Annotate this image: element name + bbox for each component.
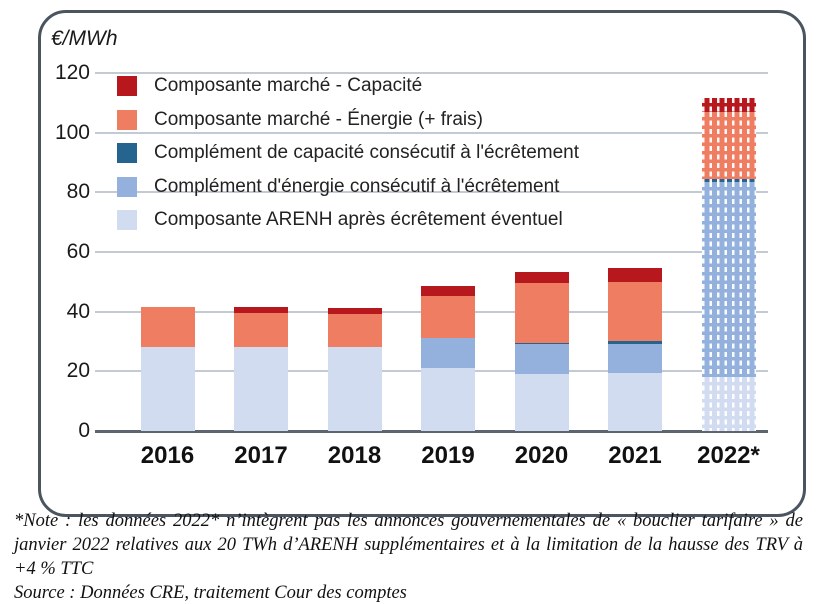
bar-segment-marche-energie xyxy=(421,295,475,338)
bar-2020 xyxy=(514,272,569,431)
legend-item-complement-energie: Complément d'énergie consécutif à l'écrê… xyxy=(117,175,579,197)
bar-segment-marche-energie xyxy=(140,307,195,348)
bar-segment-marche-capacite xyxy=(421,286,475,296)
bar-segment-complement-capacite xyxy=(421,337,475,339)
legend-swatch-marche-capacite xyxy=(117,76,137,96)
legend-item-marche-energie: Composante marché - Énergie (+ frais) xyxy=(117,108,579,130)
legend-label-complement-capacite: Complément de capacité consécutif à l'éc… xyxy=(154,142,580,163)
bar-segment-marche-energie xyxy=(327,313,382,348)
bar-segment-complement-capacite xyxy=(608,340,662,345)
x-axis-line xyxy=(95,429,768,433)
gridline xyxy=(95,251,768,253)
y-tick-label: 40 xyxy=(66,299,90,323)
bar-segment-marche-capacite xyxy=(608,268,662,282)
bar-segment-marche-capacite xyxy=(234,307,288,314)
y-tick-label: 60 xyxy=(66,240,90,263)
gridline xyxy=(95,72,768,74)
bar-2017 xyxy=(234,307,288,431)
x-tick-label: 2021 xyxy=(608,442,662,469)
legend-item-arenh: Composante ARENH après écrêtement éventu… xyxy=(117,209,579,230)
gridline xyxy=(95,131,768,134)
bar-segment-complement-capacite xyxy=(514,343,569,345)
bar-2021 xyxy=(608,268,662,431)
bar-segment-complement-energie xyxy=(608,344,662,373)
bar-segment-marche-capacite xyxy=(327,308,382,314)
bar-2018 xyxy=(327,308,382,431)
x-tick-label: 2018 xyxy=(327,442,382,469)
bar-segment-marche-energie xyxy=(701,111,756,179)
legend-swatch-complement-energie xyxy=(117,176,137,197)
legend-label-arenh: Composante ARENH après écrêtement éventu… xyxy=(154,209,563,230)
y-tick-label: 80 xyxy=(66,180,90,204)
source-text: Source : Données CRE, traitement Cour de… xyxy=(14,583,407,603)
bar-segment-arenh xyxy=(421,368,475,431)
bar-segment-arenh xyxy=(701,377,756,431)
legend-swatch-arenh xyxy=(117,210,137,230)
legend-swatch-complement-capacite xyxy=(117,143,137,163)
x-tick-label: 2017 xyxy=(234,442,288,469)
bar-2022 xyxy=(701,98,756,431)
legend-item-marche-capacite: Composante marché - Capacité xyxy=(117,75,579,96)
bar-segment-complement-energie xyxy=(514,344,569,375)
bar-segment-marche-energie xyxy=(608,281,662,341)
bar-segment-marche-capacite xyxy=(514,272,569,284)
bar-segment-marche-capacite xyxy=(701,98,756,112)
y-axis-unit-label: €/MWh xyxy=(51,27,118,50)
footnote-block: *Note : les données 2022* n’intègrent pa… xyxy=(14,509,803,604)
bar-2019 xyxy=(421,286,475,431)
legend-label-marche-capacite: Composante marché - Capacité xyxy=(154,75,423,96)
x-tick-label: 2019 xyxy=(421,442,475,469)
bar-segment-marche-energie xyxy=(514,283,569,344)
legend: Composante marché - Capacité Composante m… xyxy=(117,75,580,244)
bar-segment-marche-energie xyxy=(234,313,288,348)
plot-area: 0 20 40 60 80 100 120 2016 2017 2018 2019 2020 2021 2… xyxy=(41,13,803,514)
chart-panel: €/MWh 0 20 40 60 80 100 120 2016 2017 2018 2019 202… xyxy=(38,10,806,517)
x-tick-label: 2020 xyxy=(514,442,569,469)
bar-segment-arenh xyxy=(140,347,195,431)
legend-label-complement-energie: Complément d'énergie consécutif à l'écrê… xyxy=(154,175,560,197)
x-tick-label: 2022* xyxy=(697,442,760,469)
bar-2016 xyxy=(140,307,195,431)
y-tick-label: 20 xyxy=(66,359,90,383)
bar-segment-arenh xyxy=(327,347,382,431)
y-tick-label: 120 xyxy=(54,61,90,84)
bar-segment-complement-capacite xyxy=(701,178,756,182)
y-tick-label: 0 xyxy=(78,419,90,442)
gridline xyxy=(95,191,768,194)
bar-segment-arenh xyxy=(234,347,288,431)
bar-segment-arenh xyxy=(514,374,569,431)
bar-segment-complement-energie xyxy=(701,181,756,378)
bar-segment-arenh xyxy=(608,372,662,431)
x-tick-label: 2016 xyxy=(140,442,195,469)
y-tick-label: 100 xyxy=(54,120,90,144)
legend-label-marche-energie: Composante marché - Énergie (+ frais) xyxy=(154,108,483,130)
legend-swatch-marche-energie xyxy=(117,109,137,130)
footnote-text: *Note : les données 2022* n’intègrent pa… xyxy=(14,511,803,579)
bar-segment-complement-energie xyxy=(421,338,475,369)
legend-item-complement-capacite: Complément de capacité consécutif à l'éc… xyxy=(117,142,580,163)
